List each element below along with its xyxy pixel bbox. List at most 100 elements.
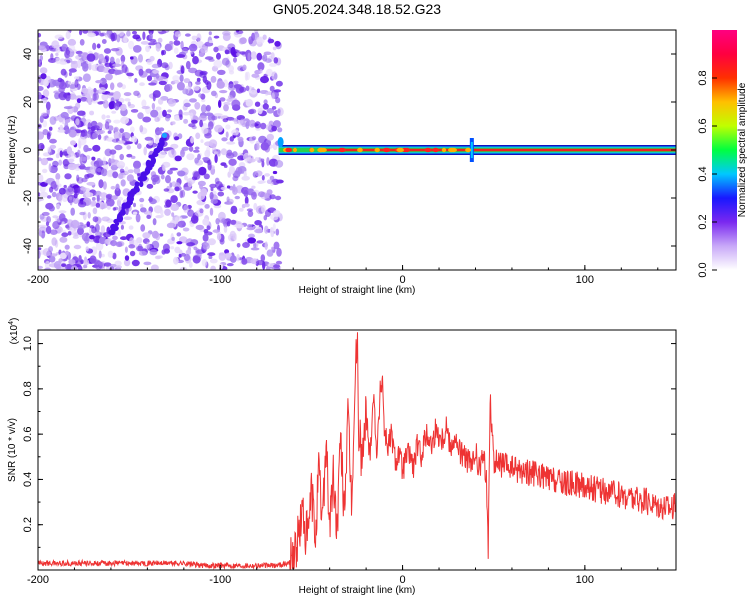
noise-blob: [192, 56, 199, 65]
diagonal-blob: [134, 181, 140, 187]
noise-blob: [44, 180, 48, 184]
noise-blob: [105, 193, 113, 199]
noise-blob: [137, 112, 144, 120]
noise-blob: [120, 104, 125, 112]
noise-blob: [269, 62, 277, 67]
noise-blob: [211, 146, 217, 153]
noise-blob: [234, 121, 239, 125]
noise-blob: [79, 211, 86, 216]
noise-blob: [44, 267, 52, 270]
noise-blob: [126, 153, 133, 158]
noise-blob: [238, 207, 244, 212]
noise-blob: [129, 250, 136, 257]
noise-blob: [38, 91, 42, 100]
noise-blob: [132, 34, 141, 40]
noise-blob: [72, 235, 79, 239]
noise-blob: [100, 168, 108, 177]
noise-blob: [155, 73, 160, 79]
noise-blob: [271, 125, 278, 132]
noise-blob: [129, 237, 134, 247]
noise-blob: [98, 250, 102, 259]
noise-blob: [171, 121, 176, 125]
noise-blob: [226, 185, 231, 189]
y-tick-label: 20: [22, 96, 34, 108]
noise-blob: [275, 179, 284, 184]
noise-blob: [219, 90, 228, 94]
noise-blob: [117, 82, 123, 88]
noise-blob: [92, 93, 97, 102]
noise-blob: [107, 125, 114, 131]
noise-blob: [44, 260, 51, 270]
noise-blob: [156, 131, 163, 135]
noise-blob: [273, 73, 278, 80]
noise-blob: [64, 128, 71, 134]
noise-blob: [59, 124, 63, 131]
noise-blob: [79, 30, 83, 36]
noise-blob: [212, 229, 220, 233]
noise-blob: [182, 111, 191, 116]
noise-blob: [126, 174, 134, 182]
noise-blob: [111, 110, 117, 114]
snr-series: [38, 332, 676, 570]
noise-blob: [133, 90, 140, 97]
noise-blob: [82, 30, 89, 34]
noise-blob: [38, 174, 44, 183]
noise-blob: [183, 186, 192, 191]
carrier-dot: [441, 147, 447, 153]
noise-blob: [256, 88, 261, 94]
noise-blob: [186, 153, 195, 161]
noise-blob: [258, 180, 266, 184]
noise-blob: [144, 136, 153, 141]
noise-blob: [254, 121, 261, 129]
noise-blob: [84, 235, 90, 244]
noise-blob: [265, 124, 272, 131]
noise-blob: [202, 157, 210, 161]
noise-blob: [95, 130, 104, 135]
noise-blob: [59, 61, 68, 65]
noise-blob: [55, 52, 59, 57]
noise-blob: [58, 91, 68, 101]
noise-blob: [87, 212, 91, 219]
noise-blob: [78, 136, 87, 146]
noise-blob: [49, 186, 54, 193]
noise-blob: [126, 72, 134, 77]
noise-blob: [188, 67, 198, 74]
noise-blob: [202, 242, 210, 250]
noise-blob: [232, 175, 239, 182]
x-tick-label: 100: [576, 274, 594, 286]
noise-blob: [162, 161, 171, 168]
colorbar: 0.0 0.2 0.4 0.6 0.8 Normalized spectral ampl…: [697, 30, 748, 278]
noise-blob: [73, 244, 82, 250]
noise-blob: [244, 203, 250, 208]
noise-blob: [39, 115, 44, 123]
noise-blob: [68, 259, 76, 265]
noise-blob: [183, 78, 191, 84]
noise-blob: [205, 104, 211, 112]
noise-blob: [38, 45, 46, 51]
noise-blob: [49, 255, 56, 263]
noise-blob: [264, 173, 270, 177]
noise-blob: [59, 213, 66, 222]
noise-blob: [161, 62, 169, 69]
noise-blob: [147, 140, 153, 146]
carrier-dot: [374, 147, 380, 153]
noise-blob: [107, 250, 114, 258]
noise-blob: [221, 57, 230, 66]
noise-blob: [55, 173, 61, 180]
noise-blob: [184, 175, 188, 181]
noise-blob: [120, 224, 124, 230]
noise-blob: [46, 107, 50, 116]
noise-blob: [67, 158, 75, 163]
noise-blob: [225, 152, 235, 159]
noise-blob: [193, 85, 200, 91]
noise-blob: [112, 252, 117, 260]
noise-blob: [121, 64, 128, 73]
noise-blob: [127, 101, 131, 107]
noise-blob: [229, 255, 237, 263]
noise-blob: [140, 41, 149, 45]
noise-blob: [157, 98, 164, 105]
colorbar-tick-label: 0.0: [697, 262, 709, 277]
noise-blob: [241, 258, 248, 265]
carrier-dot: [382, 147, 391, 153]
